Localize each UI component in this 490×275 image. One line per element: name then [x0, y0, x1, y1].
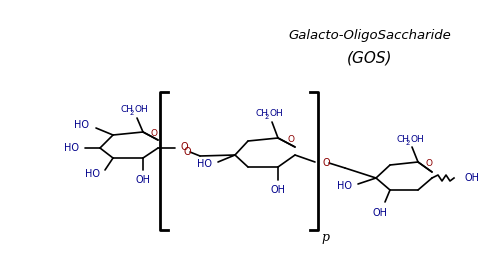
Text: O: O — [322, 158, 330, 168]
Text: HO: HO — [85, 169, 100, 179]
Text: 2: 2 — [130, 110, 134, 116]
Text: O: O — [183, 147, 191, 157]
Text: OH: OH — [134, 106, 148, 114]
Text: OH: OH — [464, 173, 479, 183]
Text: CH: CH — [255, 109, 268, 119]
Text: OH: OH — [136, 175, 150, 185]
Text: 2: 2 — [265, 114, 270, 120]
Text: HO: HO — [74, 120, 89, 130]
Text: O: O — [180, 142, 188, 152]
Text: O: O — [288, 136, 294, 144]
Text: O: O — [425, 160, 433, 169]
Text: OH: OH — [372, 208, 388, 218]
Text: HO: HO — [64, 143, 79, 153]
Text: (GOS): (GOS) — [347, 51, 393, 65]
Text: Galacto-OligoSaccharide: Galacto-OligoSaccharide — [289, 29, 451, 42]
Text: OH: OH — [410, 136, 424, 144]
Text: OH: OH — [269, 109, 283, 119]
Text: HO: HO — [197, 159, 212, 169]
Text: O: O — [150, 128, 157, 138]
Text: p: p — [321, 232, 329, 244]
Text: OH: OH — [270, 185, 286, 195]
Text: CH: CH — [396, 136, 409, 144]
Text: CH: CH — [120, 106, 133, 114]
Text: HO: HO — [337, 181, 352, 191]
Text: 2: 2 — [406, 140, 411, 146]
